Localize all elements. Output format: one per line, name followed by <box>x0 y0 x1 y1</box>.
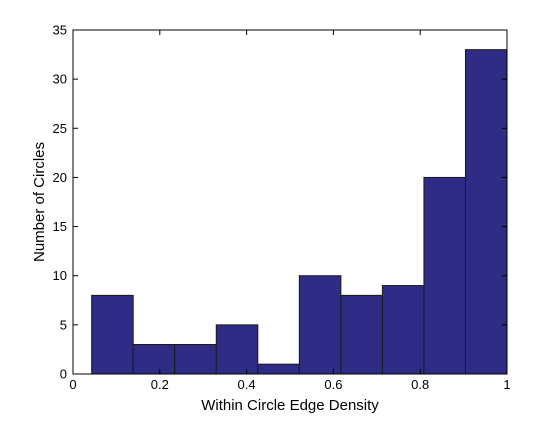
y-tick-label: 35 <box>53 23 67 38</box>
histogram-bar <box>340 294 383 375</box>
histogram-bar <box>464 49 508 375</box>
y-tick-label: 5 <box>60 317 67 332</box>
histogram-bar <box>298 275 342 375</box>
histogram-bar <box>257 363 300 375</box>
histogram-bar <box>215 324 259 375</box>
y-tick-label: 10 <box>53 268 67 283</box>
histogram-bar <box>423 176 466 375</box>
plot-frame <box>72 29 508 375</box>
y-tick-label: 15 <box>53 219 67 234</box>
histogram-bar <box>174 344 217 375</box>
histogram-bar <box>132 344 176 375</box>
histogram-bar <box>381 285 425 375</box>
x-axis-label: Within Circle Edge Density <box>201 397 379 414</box>
x-tick-label: 0.2 <box>151 377 169 392</box>
y-tick-label: 0 <box>60 367 67 382</box>
y-tick-label: 25 <box>53 121 67 136</box>
bars-layer <box>91 49 508 375</box>
y-axis-label: Number of Circles <box>31 142 48 262</box>
x-tick-label: 1 <box>503 377 510 392</box>
y-tick-label: 30 <box>53 72 67 87</box>
x-tick-label: 0.6 <box>324 377 342 392</box>
histogram-bar <box>91 294 134 375</box>
y-tick-label: 20 <box>53 170 67 185</box>
x-tick-label: 0 <box>69 377 76 392</box>
x-tick-label: 0.8 <box>411 377 429 392</box>
x-tick-label: 0.4 <box>238 377 256 392</box>
